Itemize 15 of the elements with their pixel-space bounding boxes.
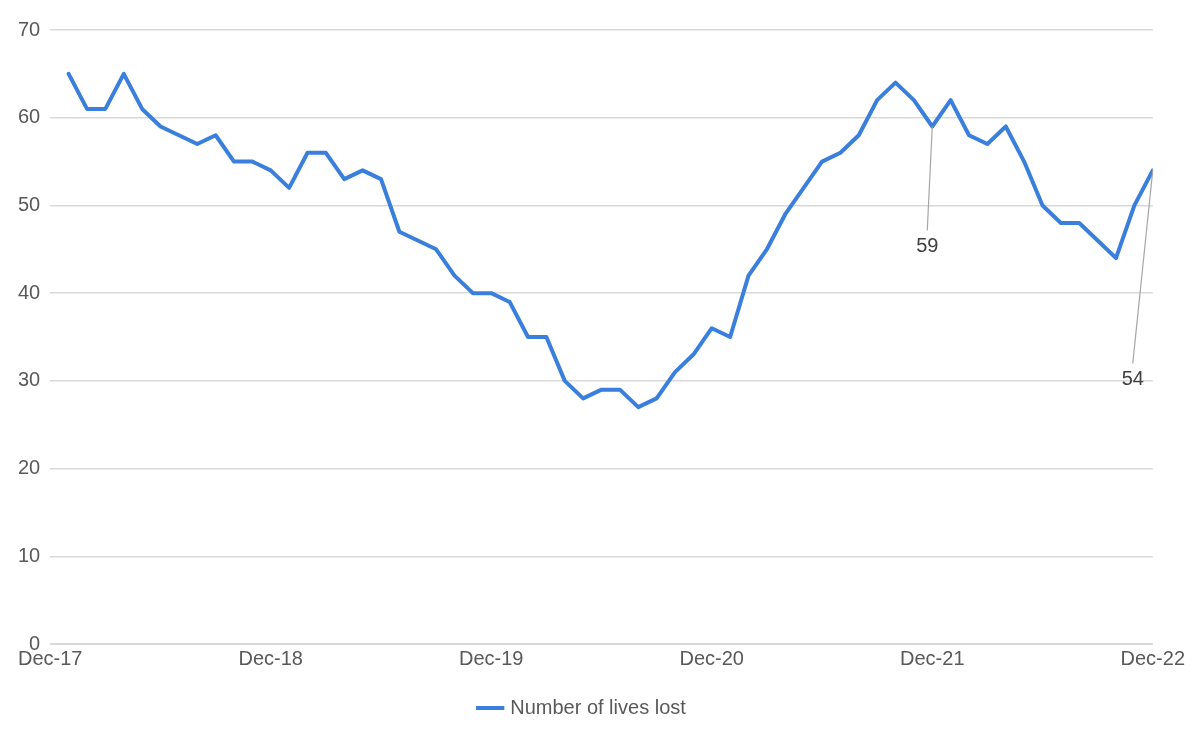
y-tick-label: 40 bbox=[18, 280, 41, 303]
legend-label: Number of lives lost bbox=[510, 695, 687, 718]
y-tick-label: 30 bbox=[18, 368, 41, 391]
x-tick-label: Dec-19 bbox=[459, 646, 524, 669]
x-tick-label: Dec-18 bbox=[238, 646, 303, 669]
y-tick-label: 50 bbox=[18, 192, 41, 215]
x-tick-label: Dec-21 bbox=[900, 646, 965, 669]
y-tick-label: 20 bbox=[18, 456, 41, 479]
y-tick-label: 10 bbox=[18, 543, 41, 566]
y-tick-label: 60 bbox=[18, 105, 41, 128]
y-tick-label: 70 bbox=[18, 17, 41, 40]
annotation: 54 bbox=[1121, 366, 1144, 389]
x-tick-label: Dec-20 bbox=[679, 646, 744, 669]
x-tick-label: Dec-22 bbox=[1120, 646, 1186, 669]
annotation: 59 bbox=[916, 234, 939, 256]
